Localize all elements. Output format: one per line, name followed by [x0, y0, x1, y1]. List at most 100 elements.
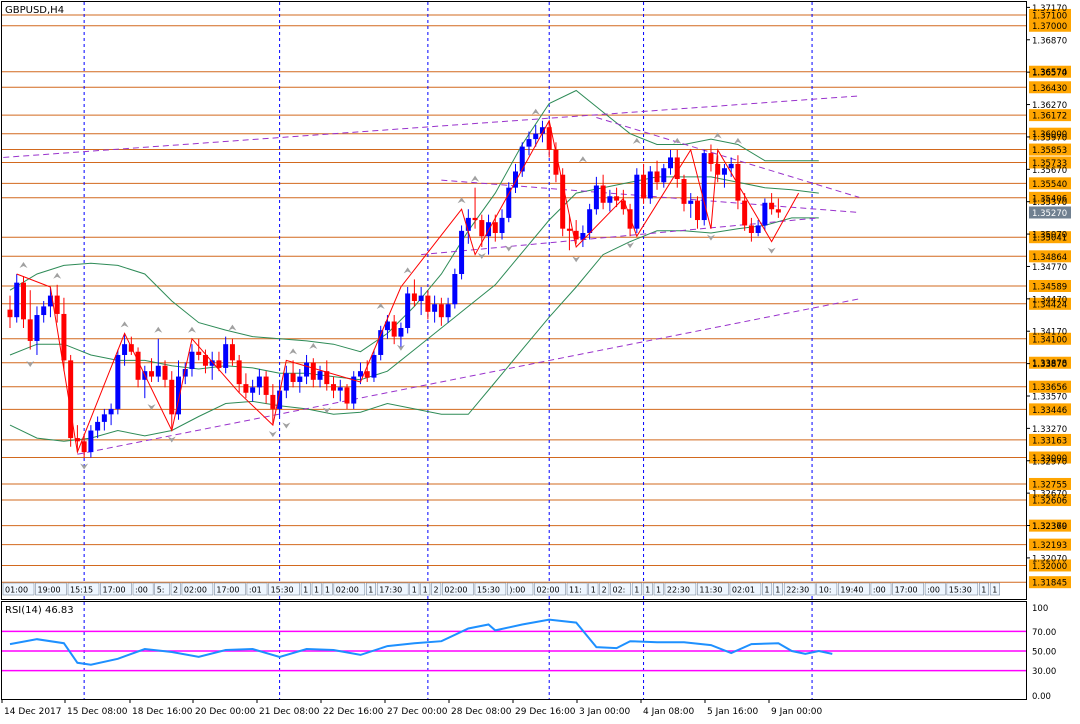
time-tag-label: 1 — [992, 586, 997, 595]
candle-body — [317, 371, 323, 380]
candle-body — [398, 327, 404, 337]
candle-body — [169, 379, 175, 415]
trendline — [3, 95, 860, 158]
level-label: 1.35406 — [1032, 194, 1067, 204]
level-label: 1.33000 — [1032, 454, 1067, 464]
time-tag-box — [838, 582, 870, 596]
candle-body — [331, 384, 337, 391]
fractal-up-marker — [154, 326, 163, 333]
time-tag-label: 1 — [314, 586, 319, 595]
candle-body — [627, 209, 633, 229]
time-tag-label: 15:30 — [271, 586, 294, 595]
candle-body — [324, 371, 330, 385]
level-label-box — [1029, 177, 1071, 190]
fractal-up-marker — [457, 197, 466, 204]
price-tick-label: 1.32670 — [1032, 490, 1067, 500]
time-tag-label: 02:00 — [537, 586, 560, 595]
time-tag-label: 02: — [613, 586, 626, 595]
time-tag-label: 1 — [764, 586, 769, 595]
time-tag-box — [507, 582, 534, 596]
level-label: 1.32000 — [1032, 562, 1067, 572]
time-tag-label: 11:30 — [699, 586, 722, 595]
candle-body — [202, 354, 208, 366]
fractal-down-marker — [396, 344, 405, 351]
price-tick-label: 1.35370 — [1032, 198, 1067, 208]
time-tag-box — [664, 582, 697, 596]
level-label: 1.34424 — [1032, 300, 1067, 310]
time-tag-label: 02:00 — [444, 586, 467, 595]
time-tag-label: 17:00 — [216, 586, 239, 595]
time-tick-label: 4 Jan 08:00 — [643, 707, 695, 717]
fractal-down-marker — [767, 247, 776, 254]
level-label: 1.32369 — [1032, 522, 1067, 532]
time-tag-box — [989, 582, 1000, 596]
level-label-box — [1029, 81, 1071, 94]
rsi-tick-label: 30.00 — [1032, 667, 1056, 677]
level-label-box — [1029, 403, 1071, 416]
level-label-box — [1029, 191, 1071, 204]
time-tag-box — [431, 582, 442, 596]
time-tag-box — [566, 582, 588, 596]
time-tag-label: 02:01 — [732, 586, 755, 595]
trendline — [77, 298, 860, 455]
rsi-tick-label: 70.00 — [1032, 628, 1056, 638]
candle-body — [81, 441, 87, 453]
level-label-box — [1029, 297, 1071, 310]
candle-body — [304, 362, 310, 377]
candle-body — [209, 360, 215, 366]
time-tag-box — [35, 582, 67, 596]
time-tag-label: 19:00 — [38, 586, 61, 595]
level-label: 1.33446 — [1032, 406, 1067, 416]
fractal-down-marker — [80, 463, 89, 470]
level-label-box — [1029, 109, 1071, 122]
time-tag-box — [154, 582, 170, 596]
level-label: 1.37000 — [1032, 22, 1067, 32]
fractal-up-marker — [531, 108, 540, 115]
candle-body — [101, 414, 107, 422]
fractal-up-marker — [19, 262, 28, 269]
level-label-box — [1029, 538, 1071, 551]
price-tick-label: 1.34170 — [1032, 328, 1067, 338]
level-label: 1.31845 — [1032, 579, 1067, 589]
rsi-tick-label: 50.00 — [1032, 648, 1056, 658]
level-label-box — [1029, 19, 1071, 32]
level-label-box — [1029, 127, 1071, 140]
time-tag-box — [783, 582, 816, 596]
candle-body — [546, 127, 552, 150]
price-tick-label: 1.35970 — [1032, 133, 1067, 143]
level-label: 1.33878 — [1032, 359, 1067, 369]
candle-body — [236, 360, 242, 385]
time-tag-box — [978, 582, 989, 596]
time-tag-label: 2 — [173, 586, 178, 595]
fractal-down-marker — [322, 407, 331, 414]
time-tick-label: 3 Jan 00:00 — [579, 707, 631, 717]
rsi-panel-frame — [1, 601, 1027, 700]
candle-body — [641, 174, 647, 199]
time-tag-box — [892, 582, 924, 596]
time-tag-label: 11: — [569, 586, 582, 595]
candle-body — [182, 369, 188, 377]
candle-body — [20, 282, 26, 320]
candles — [7, 120, 781, 458]
candle-body — [155, 365, 161, 377]
level-label: 1.35041 — [1032, 234, 1067, 244]
candle-body — [499, 217, 505, 233]
candle-body — [122, 344, 128, 355]
price-tick-label: 1.37170 — [1032, 4, 1067, 14]
candle-body — [492, 222, 498, 233]
fractal-up-marker — [403, 267, 412, 274]
level-label: 1.34589 — [1032, 282, 1067, 292]
level-label-box — [1029, 231, 1071, 244]
fractal-down-marker — [626, 242, 635, 249]
time-tag-label: 15:30 — [477, 586, 500, 595]
candle-body — [742, 200, 748, 226]
time-tick-label: 5 Jan 16:00 — [707, 707, 759, 717]
fractal-down-marker — [572, 256, 581, 263]
fractal-up-marker — [187, 326, 196, 333]
candle-body — [223, 344, 229, 368]
candle-body — [560, 174, 566, 229]
time-tag-label: 10: — [819, 586, 832, 595]
candle-body — [566, 228, 572, 231]
fractal-down-marker — [268, 431, 277, 438]
